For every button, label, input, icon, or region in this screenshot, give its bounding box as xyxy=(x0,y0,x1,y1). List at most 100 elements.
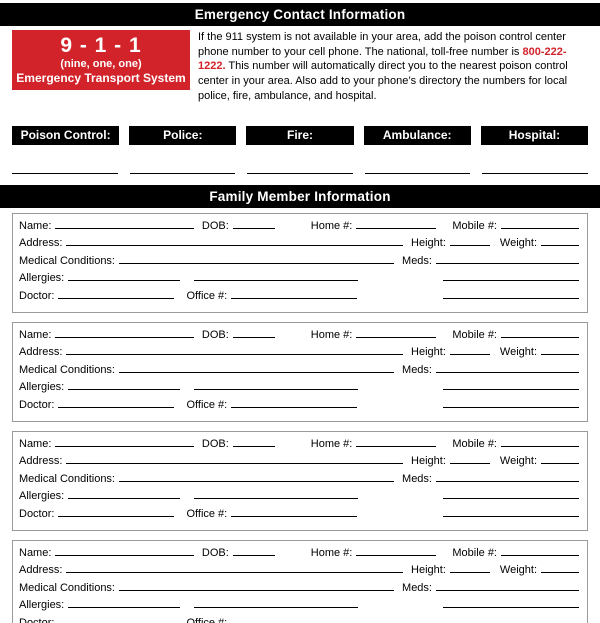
family-section-title: Family Member Information xyxy=(209,188,391,204)
row-doctor-office: Doctor: Office #: xyxy=(19,399,579,417)
allergies-extra-line xyxy=(194,280,359,282)
page-title: Emergency Contact Information xyxy=(194,7,406,22)
doctor-label: Doctor: xyxy=(19,289,55,302)
weight-line xyxy=(541,245,579,247)
height-label: Height: xyxy=(411,346,446,359)
name-label: Name: xyxy=(19,437,52,450)
section-header-family-member: Family Member Information xyxy=(0,184,600,208)
name-line xyxy=(55,227,194,229)
911-pronunciation: (nine, one, one) xyxy=(60,58,142,70)
row-medical-meds: Medical Conditions: Meds: xyxy=(19,473,579,491)
poison-control-phone-number: 800-222-1222. xyxy=(198,45,567,73)
family-member-block-4: Name: DOB: Home #: Mobile #: Address: He… xyxy=(12,539,588,623)
family-member-block-1: Name: DOB: Home #: Mobile #: Address: He… xyxy=(12,212,588,313)
weight-label: Weight: xyxy=(499,237,537,250)
name-label: Name: xyxy=(19,328,52,341)
911-badge: 9 - 1 - 1 (nine, one, one) Emergency Tra… xyxy=(12,30,190,90)
dob-label: DOB: xyxy=(201,437,229,450)
911-system-name: Emergency Transport System xyxy=(16,71,186,85)
doctor-line xyxy=(58,515,175,517)
contact-label-poison-control: Poison Control: xyxy=(12,125,120,145)
meds-line xyxy=(436,589,579,591)
dob-line xyxy=(232,445,275,447)
office-phone-line xyxy=(231,297,358,299)
meds-label: Meds: xyxy=(402,254,432,267)
family-member-block-3: Name: DOB: Home #: Mobile #: Address: He… xyxy=(12,430,588,531)
row-name-dob-phones: Name: DOB: Home #: Mobile #: xyxy=(19,329,579,347)
home-phone-label: Home #: xyxy=(310,219,353,232)
contact-phone-line-police xyxy=(129,172,236,174)
height-line xyxy=(449,354,490,356)
name-label: Name: xyxy=(19,546,52,559)
row-address-height-weight: Address: Height: Weight: xyxy=(19,455,579,473)
allergies-line xyxy=(68,607,181,609)
home-phone-label: Home #: xyxy=(310,328,353,341)
section-header-emergency-contact: Emergency Contact Information xyxy=(0,3,600,26)
family-member-block-2: Name: DOB: Home #: Mobile #: Address: He… xyxy=(12,321,588,422)
medical-conditions-label: Medical Conditions: xyxy=(19,581,115,594)
paragraph-text-before: If the 911 system is not available in yo… xyxy=(198,31,566,58)
row-address-height-weight: Address: Height: Weight: xyxy=(19,346,579,364)
mobile-phone-label: Mobile #: xyxy=(452,546,497,559)
name-label: Name: xyxy=(19,219,52,232)
home-phone-line xyxy=(356,445,437,447)
weight-label: Weight: xyxy=(499,564,537,577)
doctor-label: Doctor: xyxy=(19,616,55,623)
meds-line xyxy=(436,262,579,264)
medical-conditions-label: Medical Conditions: xyxy=(19,363,115,376)
meds-extra-line-2 xyxy=(443,406,579,408)
meds-extra-line xyxy=(443,280,579,282)
home-phone-label: Home #: xyxy=(310,437,353,450)
mobile-phone-line xyxy=(501,227,579,229)
row-doctor-office: Doctor: Office #: xyxy=(19,290,579,308)
meds-extra-line-2 xyxy=(443,297,579,299)
mobile-phone-line xyxy=(501,554,579,556)
name-line xyxy=(55,336,194,338)
doctor-line xyxy=(58,406,175,408)
allergies-line xyxy=(68,280,181,282)
address-line xyxy=(66,354,404,356)
office-phone-label: Office #: xyxy=(186,616,228,623)
doctor-label: Doctor: xyxy=(19,507,55,520)
allergies-label: Allergies: xyxy=(19,599,65,612)
mobile-phone-line xyxy=(501,445,579,447)
height-line xyxy=(449,463,490,465)
row-allergies: Allergies: xyxy=(19,599,579,617)
row-doctor-office: Doctor: Office #: xyxy=(19,617,579,623)
row-doctor-office: Doctor: Office #: xyxy=(19,508,579,526)
row-medical-meds: Medical Conditions: Meds: xyxy=(19,255,579,273)
contact-label-police: Police: xyxy=(129,125,237,145)
contact-phone-lines-row xyxy=(12,172,588,174)
height-label: Height: xyxy=(411,237,446,250)
weight-label: Weight: xyxy=(499,455,537,468)
meds-extra-line xyxy=(443,498,579,500)
contact-label-ambulance: Ambulance: xyxy=(363,125,471,145)
medical-conditions-label: Medical Conditions: xyxy=(19,254,115,267)
paragraph-text-after: This number will automatically direct yo… xyxy=(198,60,568,102)
contact-labels-row: Poison Control: Police: Fire: Ambulance:… xyxy=(12,125,589,145)
dob-label: DOB: xyxy=(201,546,229,559)
meds-label: Meds: xyxy=(402,581,432,594)
home-phone-label: Home #: xyxy=(310,546,353,559)
mobile-phone-line xyxy=(501,336,579,338)
weight-line xyxy=(541,572,579,574)
height-label: Height: xyxy=(411,455,446,468)
mobile-phone-label: Mobile #: xyxy=(452,328,497,341)
dob-label: DOB: xyxy=(201,328,229,341)
address-label: Address: xyxy=(19,455,63,468)
address-line xyxy=(66,572,404,574)
home-phone-line xyxy=(356,554,437,556)
dob-line xyxy=(232,227,275,229)
allergies-extra-line xyxy=(194,607,359,609)
office-phone-label: Office #: xyxy=(186,507,228,520)
home-phone-line xyxy=(356,227,437,229)
contact-phone-line-ambulance xyxy=(364,172,471,174)
home-phone-line xyxy=(356,336,437,338)
allergies-line xyxy=(68,389,181,391)
row-name-dob-phones: Name: DOB: Home #: Mobile #: xyxy=(19,220,579,238)
weight-label: Weight: xyxy=(499,346,537,359)
height-line xyxy=(449,572,490,574)
row-medical-meds: Medical Conditions: Meds: xyxy=(19,364,579,382)
contact-phone-line-fire xyxy=(247,172,353,174)
